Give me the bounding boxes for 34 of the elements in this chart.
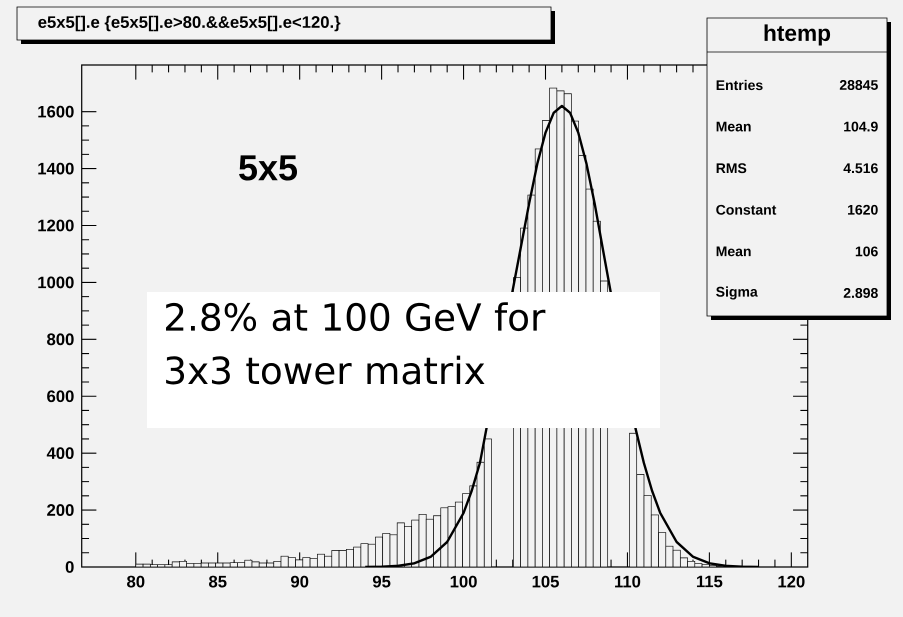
annotation: Sigma (716, 286, 758, 300)
x-tick-label: 110 (615, 576, 640, 588)
annotation: 2.8% at 100 GeV for 3x3 tower matrix (166, 302, 546, 384)
x-tick-label: 100 (450, 576, 477, 588)
text: 4.516 (843, 163, 878, 174)
annotation: Mean (716, 122, 751, 132)
y-tick-label: 800 (47, 333, 74, 346)
x-tick-label: 115 (696, 576, 722, 588)
annotation: 5x5 (239, 155, 298, 181)
y-tick-label: 1200 (38, 220, 74, 232)
y-tick-label: 1400 (38, 162, 74, 174)
x-tick-label: 80 (127, 576, 144, 588)
annotation: Mean (716, 246, 751, 256)
text: 1620 (848, 204, 878, 215)
y-tick-label: 1000 (38, 276, 74, 288)
x-tick-label: 95 (372, 576, 390, 588)
x-tick-label: 120 (778, 576, 805, 588)
x-tick-label: 85 (208, 576, 227, 588)
y-tick-label: 400 (46, 447, 74, 460)
text: 106 (856, 246, 878, 256)
annotation: Constant (716, 204, 776, 215)
y-tick-label: 600 (47, 390, 74, 402)
text: 2.898 (844, 288, 878, 298)
text: 104.9 (844, 122, 878, 132)
text: htemp (764, 24, 830, 46)
x-tick-label: 105 (532, 576, 559, 588)
x-tick-label: 90 (290, 576, 308, 588)
annotation: RMS (716, 163, 746, 174)
y-tick-label: 1600 (38, 106, 74, 118)
annotation: Entries (716, 80, 763, 90)
y-tick-label: 200 (47, 504, 74, 516)
chart-title: e5x5[].e {e5x5[].e>80.&&e5x5[].e<120.} (38, 16, 340, 32)
y-tick-label: 0 (66, 561, 74, 573)
text: 28845 (840, 80, 878, 90)
